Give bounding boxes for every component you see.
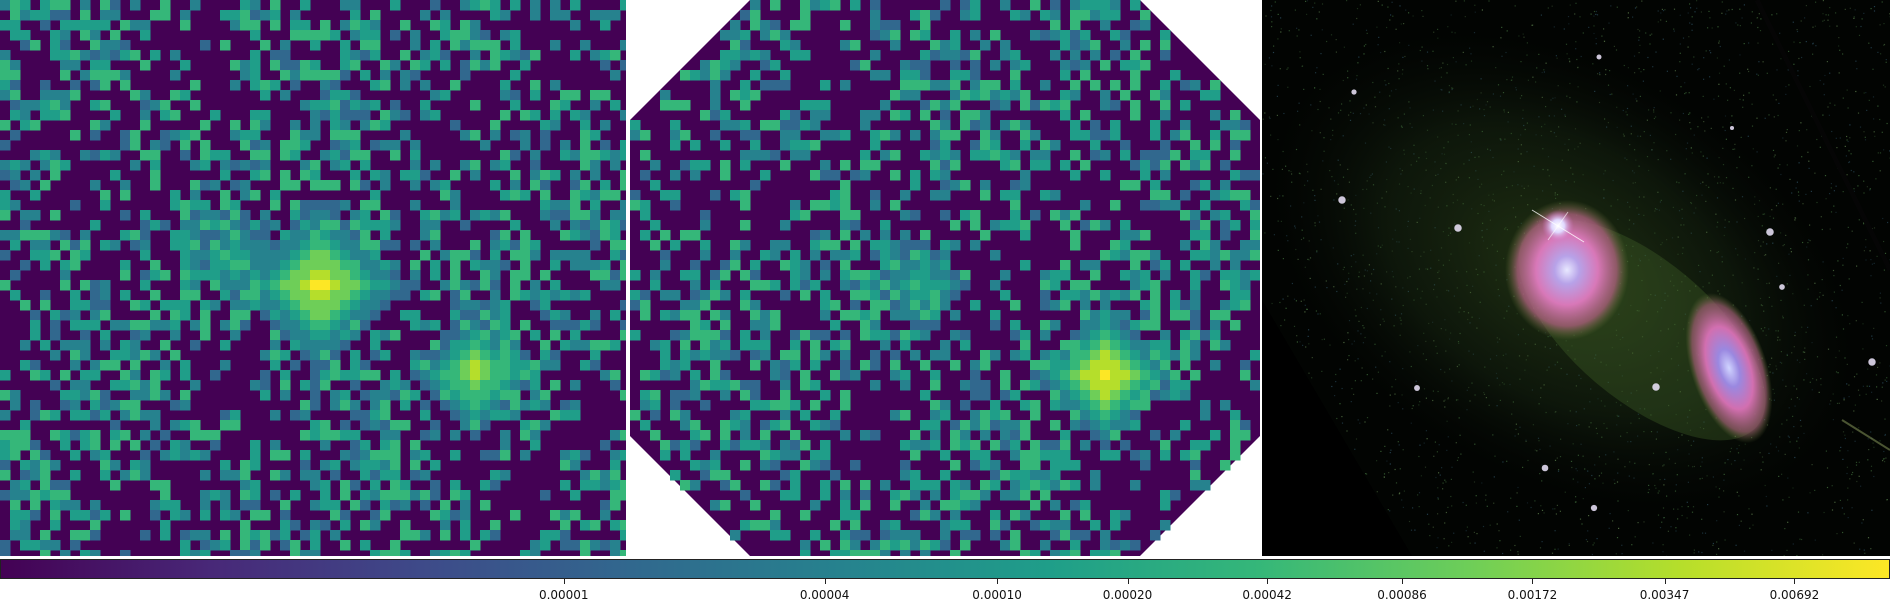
colorbar-tick <box>1664 579 1666 584</box>
colorbar-tick <box>1402 579 1403 584</box>
colorbar-tick <box>997 579 999 584</box>
colorbar-axis: 0.00001 0.00004 0.00010 0.00020 0.00042 0.000… <box>0 579 1890 604</box>
colorbar-tick-label: 0.00001 <box>538 588 589 602</box>
pixel-map-square-image <box>0 0 626 556</box>
panel-galaxy-image <box>1262 0 1890 556</box>
colorbar-tick-label: 0.00086 <box>1377 588 1427 602</box>
colorbar-tick-label: 0.00347 <box>1639 588 1690 602</box>
colorbar <box>0 559 1890 579</box>
colorbar-tick <box>1794 579 1796 584</box>
colorbar-tick-label: 0.00172 <box>1507 588 1558 602</box>
colorbar-tick <box>1532 579 1534 584</box>
colorbar-tick <box>1127 579 1129 584</box>
colorbar-tick-label: 0.00010 <box>972 588 1022 602</box>
panel-pixel-map-square <box>0 0 626 556</box>
colorbar-tick <box>563 579 565 584</box>
pixel-map-octagon-image <box>630 0 1260 556</box>
colorbar-tick <box>824 579 826 584</box>
colorbar-tick-label: 0.00004 <box>799 588 850 602</box>
galaxy-pair-image <box>1262 0 1890 556</box>
colorbar-tick-label: 0.00042 <box>1242 588 1292 602</box>
panel-pixel-map-octagon <box>630 0 1260 556</box>
colorbar-tick <box>1267 579 1269 584</box>
colorbar-tick-label: 0.00692 <box>1769 588 1820 602</box>
colorbar-tick-label: 0.00020 <box>1102 588 1153 602</box>
